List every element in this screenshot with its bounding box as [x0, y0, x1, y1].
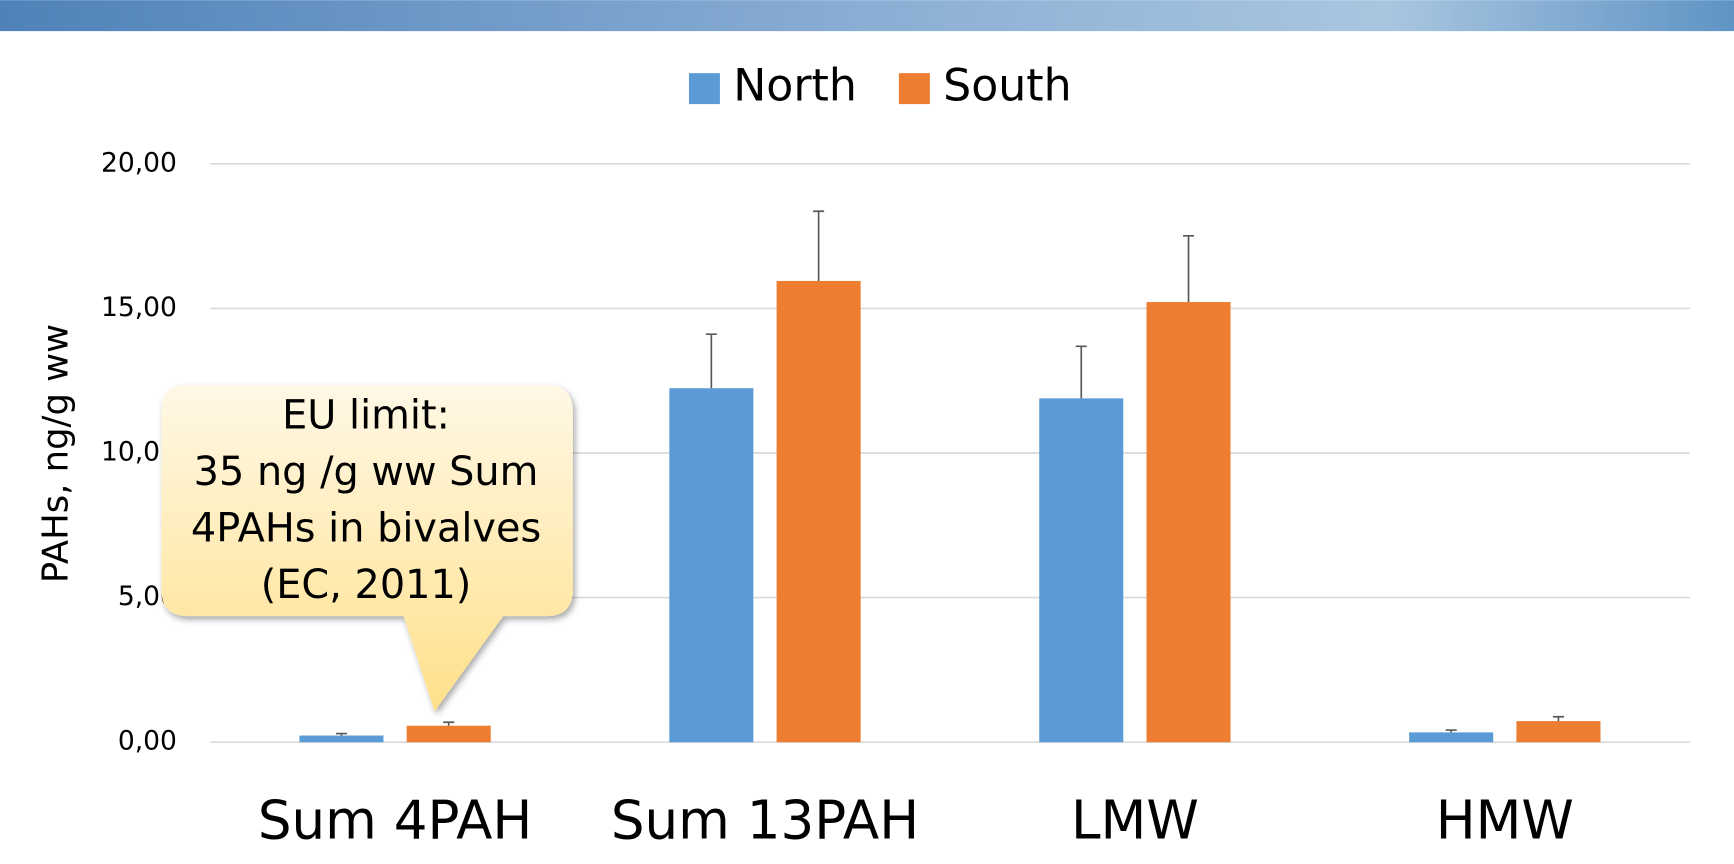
bar: [1147, 302, 1231, 742]
error-bar: [1553, 717, 1564, 721]
callout: EU limit: 35 ng /g ww Sum 4PAHs in bivalve…: [161, 385, 572, 711]
x-tick-label: Sum 4PAH: [258, 790, 533, 852]
chart: 0,005,0010,0015,0020,00NorthSouthSum 4PA…: [0, 0, 1734, 864]
error-bar: [813, 211, 824, 281]
legend-label: South: [943, 61, 1072, 112]
banner: [0, 0, 1734, 31]
error-bar: [1183, 236, 1194, 302]
bar: [299, 736, 383, 743]
callout-text: 4PAHs in bivalves: [191, 505, 541, 551]
x-tick-label: HMW: [1436, 790, 1574, 852]
y-axis-label: PAHs, ng/g ww: [36, 324, 77, 583]
bar: [1409, 732, 1493, 742]
callout-text: (EC, 2011): [261, 562, 472, 608]
error-bar: [1076, 346, 1087, 398]
error-bar: [706, 334, 717, 388]
bar: [777, 281, 861, 742]
y-tick-label: 0,00: [118, 726, 177, 757]
legend-label: North: [733, 61, 857, 112]
legend-swatch: [689, 73, 720, 104]
error-bar: [443, 722, 454, 725]
callout-text: 35 ng /g ww Sum: [194, 449, 539, 495]
bar: [407, 726, 491, 742]
callout-text: EU limit:: [282, 393, 450, 439]
bar: [669, 388, 753, 742]
error-bar: [336, 734, 347, 736]
y-tick-label: 15,00: [101, 292, 177, 323]
bar: [1039, 398, 1123, 742]
bar: [1516, 721, 1600, 742]
error-bar: [1446, 730, 1457, 732]
x-tick-label: LMW: [1071, 790, 1199, 852]
x-tick-label: Sum 13PAH: [611, 790, 919, 852]
y-tick-label: 20,00: [101, 147, 177, 178]
legend-swatch: [899, 73, 930, 104]
